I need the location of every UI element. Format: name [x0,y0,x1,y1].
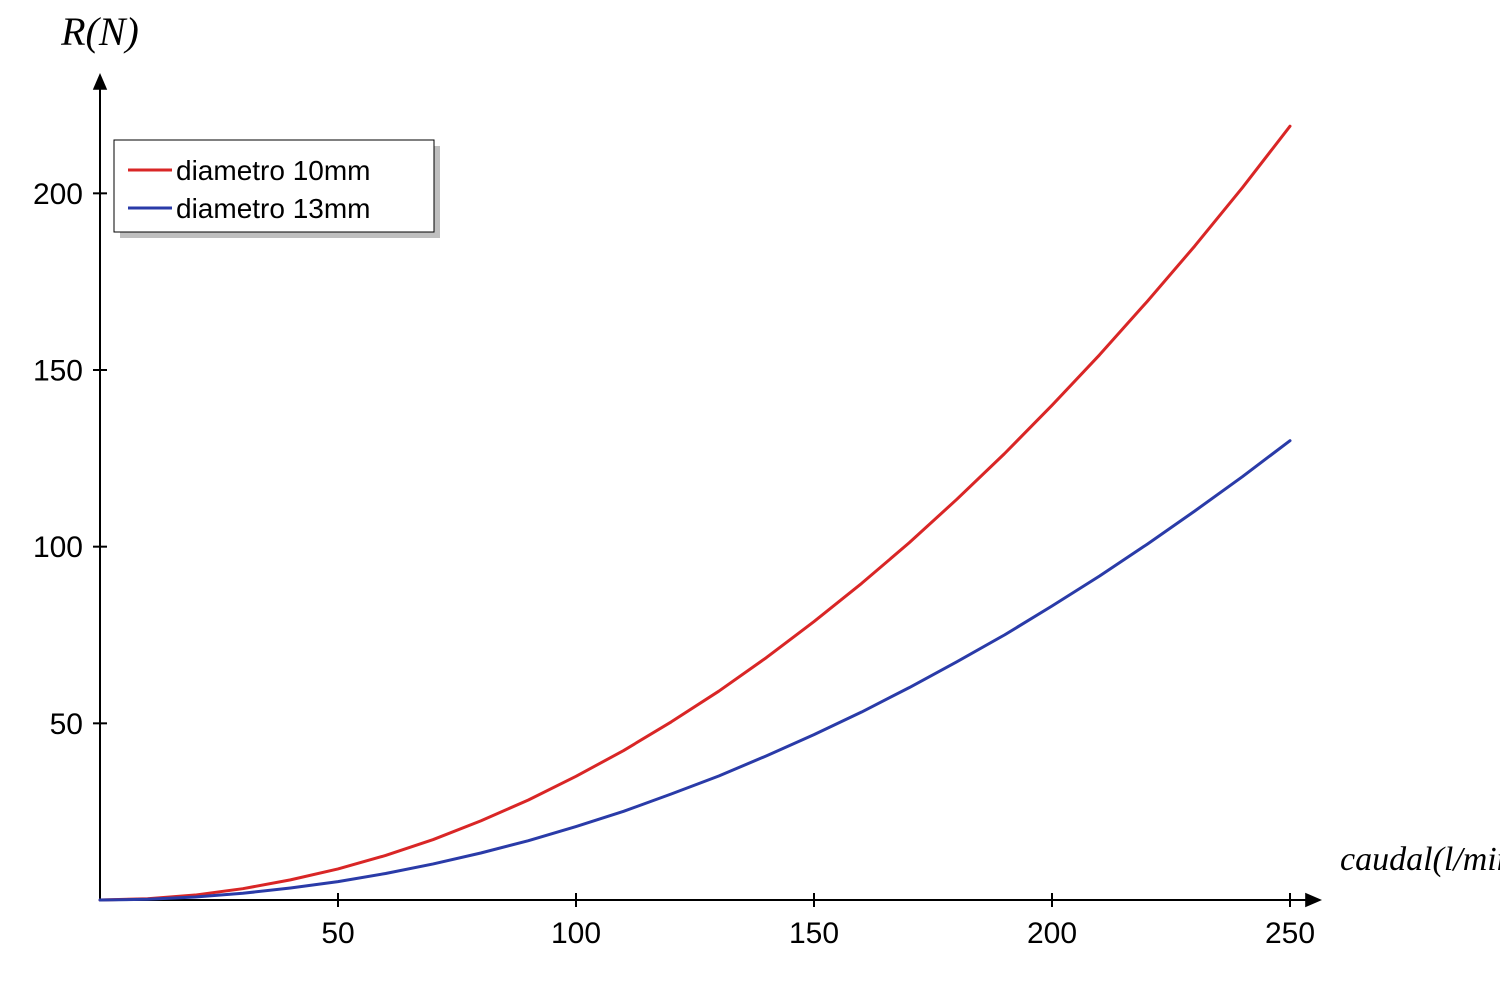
legend-label-0: diametro 10mm [176,155,371,186]
x-tick-label: 250 [1265,917,1315,950]
y-tick-label: 100 [33,531,83,564]
chart-container: 50 100 150 200 250 50 100 150 200 R(N) caudal(l/mi… [0,0,1500,1000]
x-tick-label: 150 [789,917,839,950]
x-tick-label: 200 [1027,917,1077,950]
y-axis-label: R(N) [60,9,139,54]
y-tick-label: 200 [33,178,83,211]
chart-svg: 50 100 150 200 250 50 100 150 200 R(N) caudal(l/mi… [0,0,1500,1000]
x-axis-label: caudal(l/min) [1340,841,1500,878]
y-tick-label: 50 [50,708,83,741]
x-tick-label: 100 [551,917,601,950]
legend: diametro 10mm diametro 13mm [114,140,440,238]
legend-label-1: diametro 13mm [176,193,371,224]
x-tick-label: 50 [321,917,354,950]
y-tick-label: 150 [33,355,83,388]
